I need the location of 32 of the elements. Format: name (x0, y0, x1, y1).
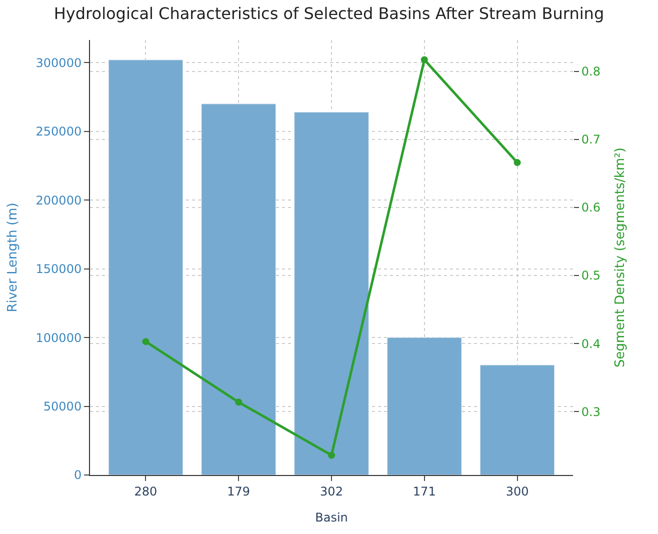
y-tick-label: 0 (74, 468, 82, 482)
y2-tick-label: 0.3 (581, 404, 600, 419)
x-tick-label: 179 (227, 484, 250, 498)
x-tick-label: 300 (506, 484, 529, 498)
y2-tick-label: 0.7 (581, 132, 600, 147)
y-tick-label: 50000 (43, 399, 82, 414)
point (235, 398, 242, 406)
y2-tick-label: 0.5 (581, 268, 600, 283)
x-tick-label: 302 (320, 484, 343, 498)
point (420, 56, 428, 64)
point (514, 159, 521, 166)
bar (108, 60, 184, 475)
y2-axis-title: Segment Density (segments/km²) (613, 148, 628, 368)
point (328, 452, 335, 459)
x-tick-label: 171 (412, 484, 436, 498)
x-tick-label: 280 (134, 484, 158, 498)
chart-title: Hydrological Characteristics of Selected Basins After Stream Burning (54, 4, 604, 24)
y-tick-label: 250000 (36, 124, 82, 139)
y2-tick-label: 0.6 (581, 200, 600, 215)
y2-tick-label: 0.4 (581, 336, 600, 351)
y-tick-label: 200000 (36, 193, 82, 208)
y-axis-title: River Length (m) (6, 202, 21, 312)
y-tick-label: 300000 (36, 56, 82, 70)
bar (480, 364, 555, 475)
point (142, 338, 150, 346)
bar (294, 112, 369, 475)
y-tick-label: 100000 (36, 330, 82, 345)
bar (386, 337, 462, 475)
y-tick-label: 150000 (36, 262, 82, 276)
x-axis-title: Basin (315, 510, 348, 524)
bar (201, 104, 276, 475)
y2-tick-label: 0.8 (581, 64, 600, 79)
